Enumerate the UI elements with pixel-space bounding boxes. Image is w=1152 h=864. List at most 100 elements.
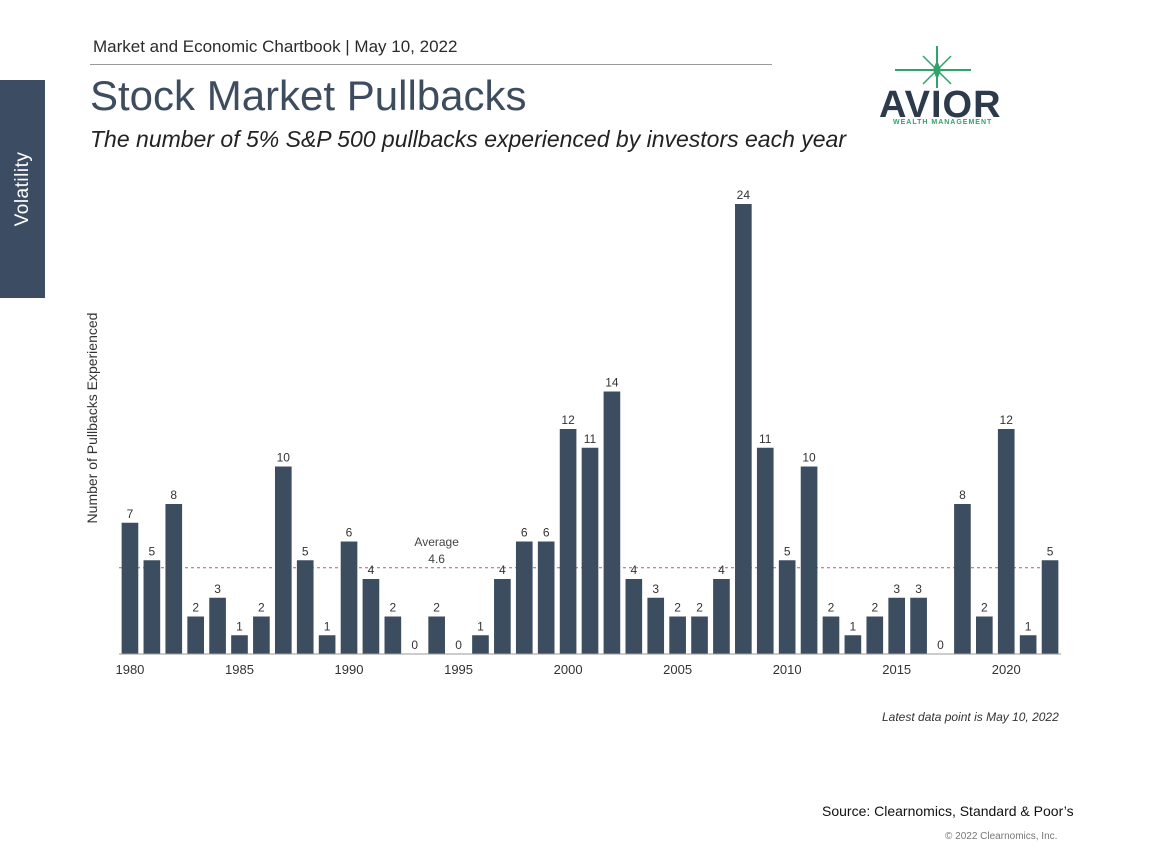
bar-2011 [800,466,818,654]
copyright-note: © 2022 Clearnomics, Inc. [945,831,1058,842]
bar-value-label-1996: 1 [477,619,484,633]
bar-2002 [603,391,621,654]
source-note: Source: Clearnomics, Standard & Poor’s [822,803,1074,819]
bar-2014 [866,616,884,654]
bar-2022 [1041,560,1059,654]
bar-1996 [472,635,489,654]
page-subtitle: The number of 5% S&P 500 pullbacks exper… [90,126,847,152]
avior-logo: AVIOR WEALTH MANAGEMENT [875,42,1010,132]
logo-tagline: WEALTH MANAGEMENT [893,119,993,126]
bar-2003 [625,579,643,654]
bar-value-label-2008: 24 [737,188,751,202]
bar-2009 [756,447,774,654]
bar-1981 [143,560,161,654]
x-tick-label-2015: 2015 [882,662,911,677]
bar-1987 [274,466,292,654]
bar-value-label-1992: 2 [389,601,396,615]
bar-2010 [778,560,796,654]
bar-value-label-2004: 3 [652,582,659,596]
bar-1994 [428,616,445,654]
bar-2015 [888,597,906,654]
bar-value-label-2015: 3 [893,582,900,596]
bar-1984 [209,597,226,654]
bar-value-label-1991: 4 [368,563,375,577]
bar-1997 [494,579,511,654]
bar-value-label-2010: 5 [784,544,791,558]
x-tick-label-2000: 2000 [554,662,583,677]
bar-value-label-1985: 1 [236,619,243,633]
average-value-label: 4.6 [428,552,445,566]
bar-value-label-2011: 10 [802,451,816,465]
bar-2016 [910,597,927,654]
bar-value-label-1995: 0 [455,638,462,652]
bar-value-label-2007: 4 [718,563,725,577]
x-tick-label-1990: 1990 [335,662,364,677]
bar-1992 [384,616,402,654]
average-label: Average [414,535,459,549]
bar-value-label-1983: 2 [192,601,199,615]
bar-2018 [954,504,971,654]
bar-value-label-2014: 2 [871,601,878,615]
bar-value-label-1987: 10 [277,451,291,465]
bar-value-label-2000: 12 [561,413,575,427]
bar-value-label-1980: 7 [127,507,134,521]
chartbook-header: Market and Economic Chartbook | May 10, … [93,37,458,56]
bar-value-label-2002: 14 [605,376,619,390]
bar-value-label-1986: 2 [258,601,265,615]
bar-value-label-1994: 2 [433,601,440,615]
x-tick-label-1985: 1985 [225,662,254,677]
bar-value-label-2001: 11 [584,432,597,446]
bar-value-label-1999: 6 [543,526,550,540]
bar-2000 [559,429,577,654]
bar-2012 [822,616,840,654]
bar-1983 [187,616,204,654]
bar-1988 [296,560,314,654]
latest-data-note: Latest data point is May 10, 2022 [882,710,1059,724]
bar-2001 [581,447,599,654]
star-icon [895,46,971,88]
bar-2021 [1019,635,1037,654]
bar-2004 [647,597,665,654]
x-tick-label-2020: 2020 [992,662,1021,677]
bar-1989 [318,635,336,654]
x-tick-label-1995: 1995 [444,662,473,677]
bar-value-label-1981: 5 [149,544,156,558]
bar-value-label-2017: 0 [937,638,944,652]
bar-2007 [713,579,730,654]
bar-1980 [121,522,139,654]
bar-1986 [253,616,270,654]
x-tick-label-1980: 1980 [115,662,144,677]
side-tab: Volatility [0,80,45,298]
bar-value-label-2009: 11 [759,432,772,446]
bar-value-label-2003: 4 [630,563,637,577]
bar-value-label-1982: 8 [170,488,177,502]
bar-value-label-2013: 1 [850,619,857,633]
bar-1999 [537,541,555,654]
bar-2008 [735,204,752,654]
bar-1991 [362,579,380,654]
bar-value-label-2012: 2 [828,601,835,615]
bar-1982 [165,504,183,654]
bar-value-label-1993: 0 [411,638,418,652]
bar-2006 [691,616,708,654]
bar-1998 [515,541,533,654]
header-divider [90,64,772,65]
x-tick-label-2005: 2005 [663,662,692,677]
bar-2013 [844,635,862,654]
bar-2005 [669,616,686,654]
bar-value-label-2005: 2 [674,601,681,615]
bar-value-label-1984: 3 [214,582,221,596]
bar-value-label-2018: 8 [959,488,966,502]
bar-value-label-1988: 5 [302,544,309,558]
x-tick-label-2010: 2010 [773,662,802,677]
bar-value-label-1989: 1 [324,619,331,633]
bar-value-label-2021: 1 [1025,619,1032,633]
bar-2019 [976,616,993,654]
bar-value-label-1990: 6 [346,526,353,540]
bar-value-label-1998: 6 [521,526,528,540]
bar-1990 [340,541,358,654]
bar-value-label-1997: 4 [499,563,506,577]
page-title: Stock Market Pullbacks [90,72,527,119]
bar-value-label-2020: 12 [1000,413,1014,427]
